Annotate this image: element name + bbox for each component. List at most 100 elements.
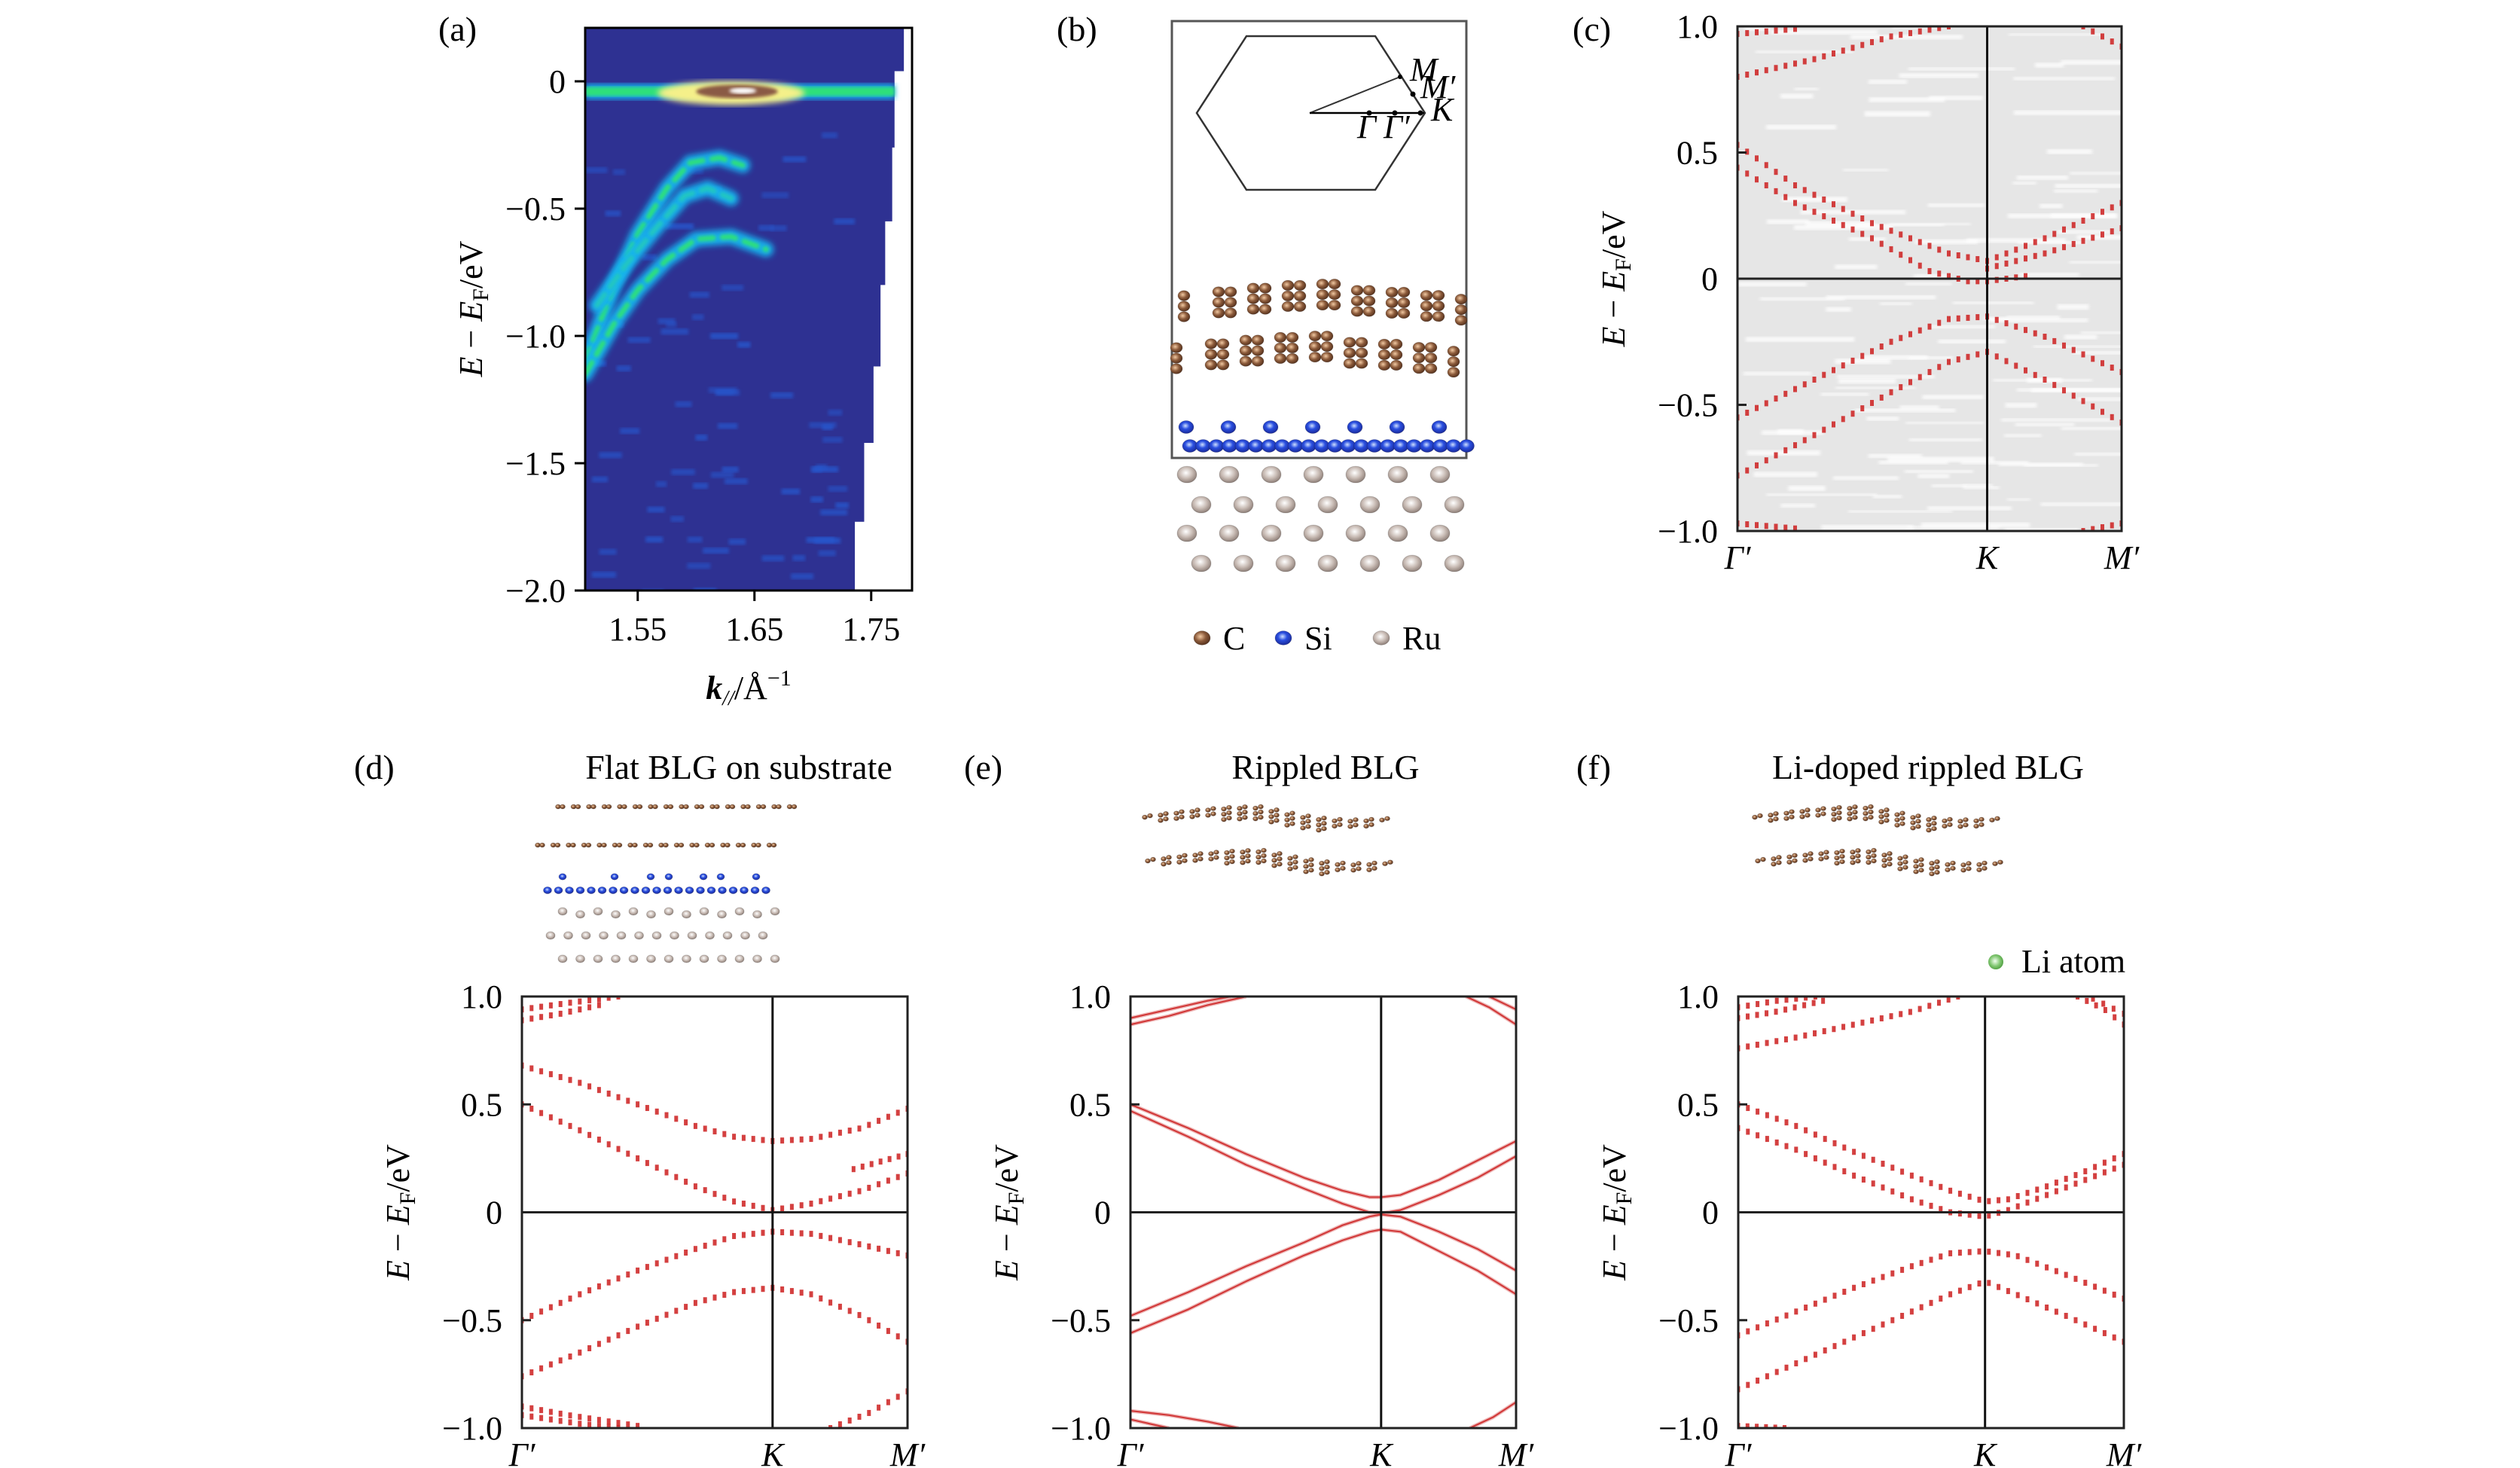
carbon-atom bbox=[1197, 856, 1204, 862]
carbon-atom bbox=[1284, 817, 1290, 823]
substrate-band-gap bbox=[2012, 182, 2036, 185]
band-point bbox=[1947, 250, 1951, 257]
carbon-atom bbox=[1945, 867, 1951, 873]
band-point bbox=[558, 1410, 563, 1417]
band-point bbox=[1756, 1001, 1760, 1008]
carbon-atom bbox=[1347, 823, 1353, 829]
arpes-speckle bbox=[689, 167, 703, 174]
band-point bbox=[828, 1235, 833, 1241]
band-point bbox=[1802, 58, 1807, 65]
band-point bbox=[1813, 1300, 1817, 1307]
band-point bbox=[1813, 1351, 1817, 1358]
band-point bbox=[539, 1407, 544, 1414]
carbon-atom bbox=[1224, 860, 1230, 866]
band-point bbox=[1870, 38, 1874, 45]
carbon-atom bbox=[1305, 818, 1311, 824]
band-point bbox=[1889, 33, 1893, 40]
carbon-atom bbox=[1189, 813, 1195, 819]
band-point bbox=[851, 1166, 856, 1173]
arpes-speckle bbox=[671, 468, 695, 475]
ruthenium-atom bbox=[1317, 496, 1338, 514]
band-point bbox=[606, 1336, 611, 1343]
band-point bbox=[1755, 176, 1759, 183]
band-point bbox=[1860, 353, 1865, 359]
carbon-atom bbox=[1926, 822, 1932, 828]
carbon-atom bbox=[1204, 359, 1218, 371]
band-point bbox=[2110, 522, 2114, 529]
band-point bbox=[1908, 235, 1912, 242]
carbon-atom bbox=[1420, 300, 1433, 312]
ruthenium-atom bbox=[575, 954, 585, 963]
band-line bbox=[1130, 996, 1246, 1026]
band-point bbox=[895, 1173, 900, 1180]
band-point bbox=[860, 1163, 865, 1170]
band-point bbox=[751, 1136, 755, 1143]
y-tick-label: −1.0 bbox=[505, 318, 566, 355]
arpes-speckle bbox=[692, 314, 704, 321]
carbon-atom bbox=[1432, 300, 1445, 312]
carbon-atom bbox=[1335, 867, 1341, 873]
panel-e-tag: (e) bbox=[964, 748, 1002, 786]
arpes-speckle bbox=[835, 502, 849, 508]
band-point bbox=[1774, 1369, 1779, 1375]
carbon-atom bbox=[1931, 826, 1937, 832]
band-point bbox=[2110, 228, 2114, 235]
band-point bbox=[1850, 1021, 1855, 1028]
arpes-speckle bbox=[599, 548, 617, 555]
band-point bbox=[2025, 1199, 2030, 1206]
band-point bbox=[1919, 1259, 1924, 1266]
arpes-speckle bbox=[821, 132, 837, 139]
band-point bbox=[1774, 523, 1778, 530]
carbon-atom bbox=[1366, 862, 1372, 868]
y-tick-label: −0.5 bbox=[442, 1302, 502, 1339]
carbon-atom bbox=[760, 804, 767, 810]
panel-d-plot: 1.00.50−0.5−1.0Γ′ K M′E − EF/eV bbox=[380, 978, 926, 1468]
carbon-atom bbox=[1960, 867, 1966, 873]
band-point bbox=[2014, 258, 2018, 264]
ruthenium-atom bbox=[1191, 554, 1212, 572]
band-point bbox=[2110, 365, 2114, 371]
carbon-atom bbox=[1887, 861, 1893, 867]
band-point bbox=[626, 1097, 630, 1104]
y-tick-label: −0.5 bbox=[1658, 1302, 1719, 1339]
substrate-band-gap bbox=[1850, 35, 1963, 39]
carbon-atom bbox=[1768, 817, 1774, 823]
band-point bbox=[1861, 1281, 1866, 1287]
band-point bbox=[1784, 1364, 1789, 1371]
silicon-atom bbox=[554, 886, 563, 895]
carbon-atom bbox=[1274, 331, 1287, 343]
substrate-band-gap bbox=[1837, 374, 1935, 379]
carbon-atom bbox=[1350, 306, 1364, 317]
band-point bbox=[2062, 342, 2066, 349]
carbon-atom bbox=[1245, 847, 1251, 853]
band-point bbox=[2043, 377, 2047, 383]
carbon-atom bbox=[1390, 338, 1403, 350]
ruthenium-atom bbox=[628, 954, 639, 963]
band-point bbox=[1783, 63, 1788, 69]
carbon-atom bbox=[1166, 859, 1172, 865]
arpes-speckle bbox=[810, 496, 823, 503]
band-point bbox=[529, 1105, 534, 1112]
substrate-band-gap bbox=[2006, 316, 2060, 320]
band-point bbox=[2083, 1177, 2088, 1183]
carbon-atom bbox=[1271, 857, 1277, 863]
carbon-atom bbox=[1836, 804, 1842, 810]
band-point bbox=[2035, 1300, 2039, 1307]
band-point bbox=[2064, 1184, 2068, 1191]
carbon-atom bbox=[1863, 805, 1869, 811]
band-point bbox=[2045, 1305, 2049, 1311]
carbon-atom bbox=[1978, 822, 1985, 828]
substrate-band-gap bbox=[1905, 422, 1984, 425]
band-point bbox=[1890, 1188, 1895, 1195]
panel-f-li-doped-blg: (f) Li-doped rippled BLG Li atom 1.0 0.5 0… bbox=[1576, 748, 2143, 1468]
band-point bbox=[2004, 250, 2009, 257]
band-point bbox=[1813, 1030, 1817, 1036]
ruthenium-atom bbox=[1303, 524, 1324, 542]
substrate-band-gap bbox=[1966, 238, 2067, 243]
panel-c-tag: (c) bbox=[1573, 10, 1611, 48]
band-point bbox=[799, 1202, 804, 1209]
arpes-speckle bbox=[642, 254, 657, 261]
band-point bbox=[664, 1311, 669, 1318]
carbon-atom bbox=[1881, 857, 1887, 863]
band-point bbox=[568, 1000, 572, 1006]
